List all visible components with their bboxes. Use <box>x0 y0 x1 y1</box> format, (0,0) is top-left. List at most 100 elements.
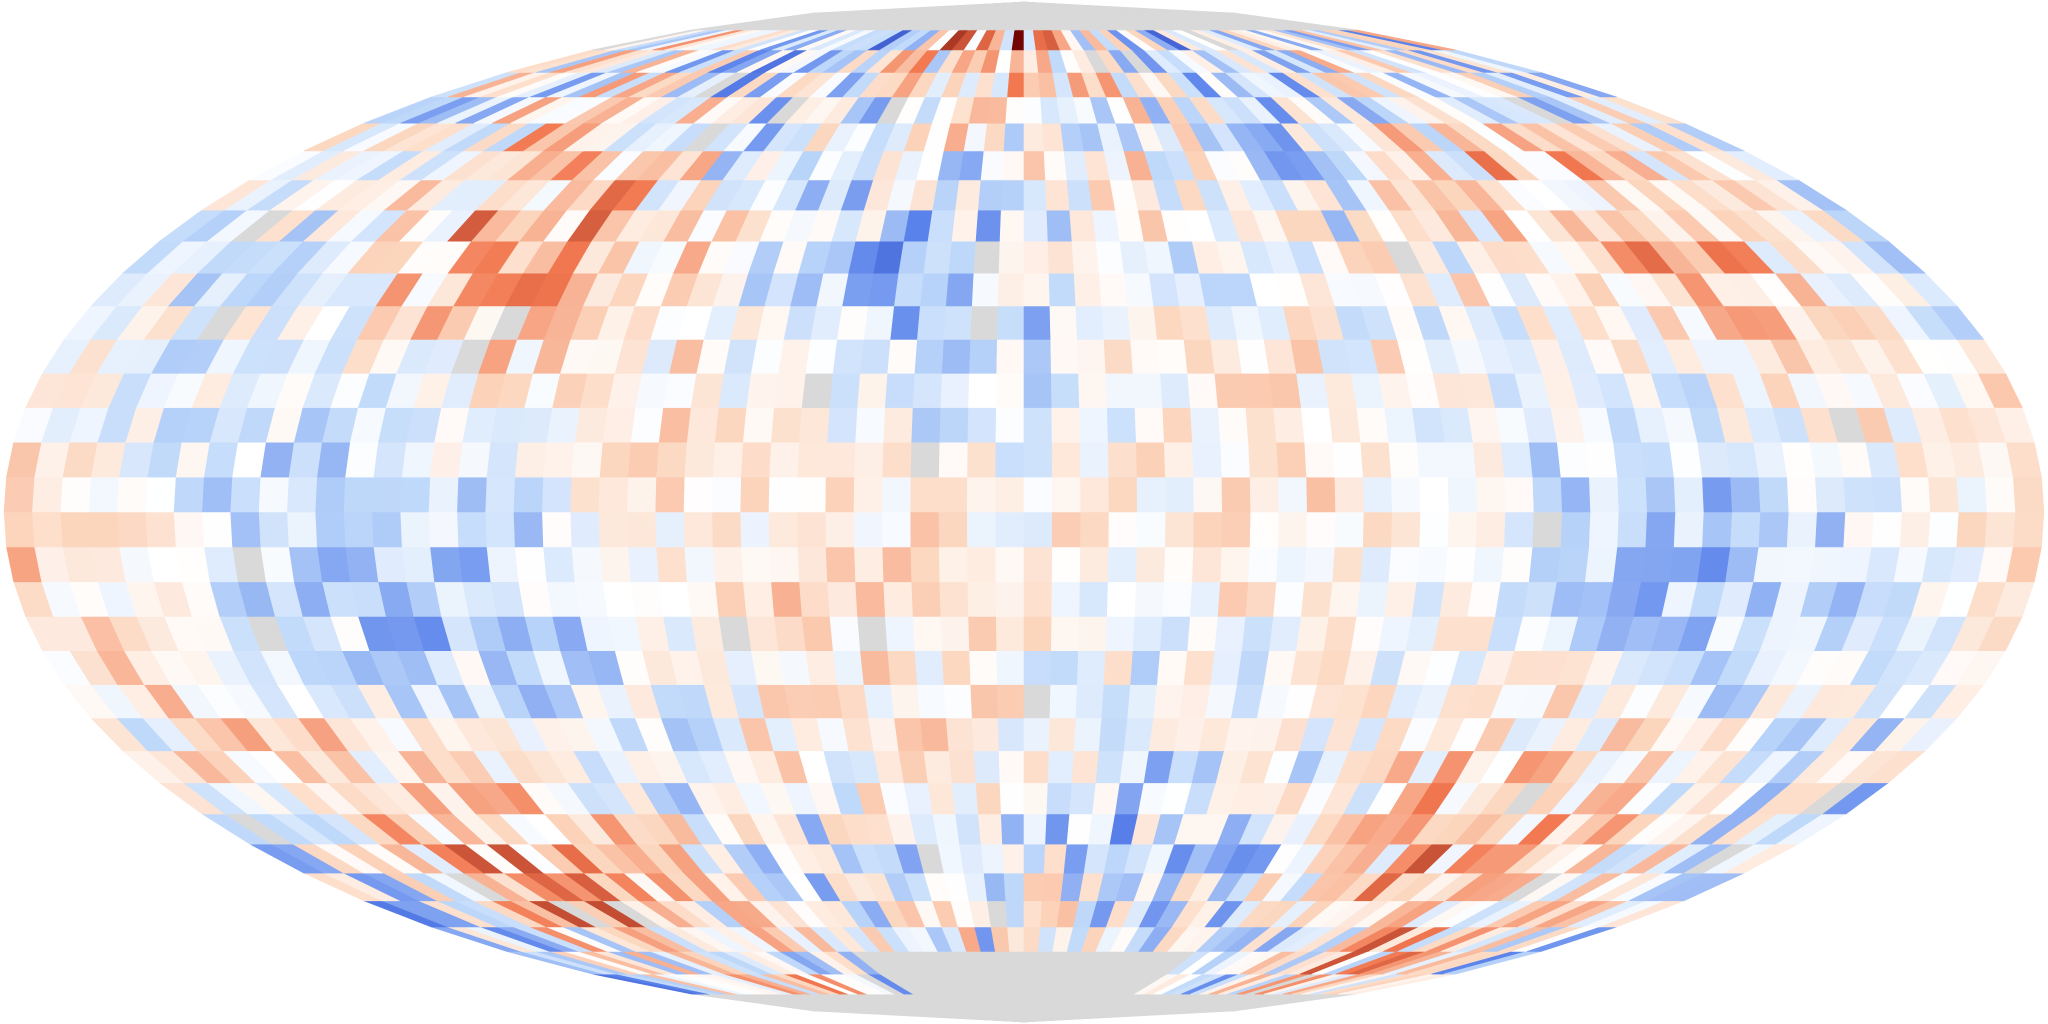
grid-cell <box>778 339 812 374</box>
grid-cell <box>1135 546 1166 583</box>
grid-cell <box>1136 511 1167 548</box>
grid-cell <box>1725 546 1760 583</box>
grid-cell <box>927 209 956 242</box>
grid-cell <box>945 272 975 307</box>
grid-cell <box>995 476 1025 513</box>
grid-cell <box>1391 511 1421 548</box>
grid-cell <box>485 476 516 513</box>
grid-cell <box>457 511 488 548</box>
grid-cell <box>1391 476 1421 513</box>
grid-cell <box>1023 240 1050 274</box>
grid-cell <box>1560 476 1591 513</box>
grid-cell <box>1241 373 1274 408</box>
grid-cell <box>1009 951 1025 975</box>
grid-cell <box>927 782 956 815</box>
grid-cell <box>854 441 885 478</box>
grid-cell <box>1725 441 1760 478</box>
grid-cell <box>1023 581 1053 617</box>
grid-cell <box>202 476 233 513</box>
grid-cell <box>1444 441 1477 478</box>
grid-cell <box>1190 581 1221 617</box>
grid-cell <box>1248 441 1279 478</box>
grid-cell <box>1588 476 1620 513</box>
grid-cell <box>1164 476 1195 513</box>
grid-cell <box>1475 476 1506 513</box>
grid-cell <box>1273 407 1306 443</box>
grid-cell <box>1023 717 1051 752</box>
grid-cell <box>1641 441 1675 478</box>
grid-cell <box>430 441 464 478</box>
grid-cell <box>1273 581 1306 617</box>
grid-cell <box>1075 305 1105 340</box>
grid-cell <box>975 209 1002 242</box>
grid-cell <box>1332 441 1364 478</box>
grid-cell <box>1190 407 1221 443</box>
grid-cell <box>1362 511 1393 548</box>
grid-cell <box>1528 546 1562 583</box>
grid-cell <box>746 616 779 651</box>
grid-cell <box>343 476 375 513</box>
grid-cell <box>1156 650 1188 685</box>
grid-cell <box>1278 511 1308 548</box>
grid-cell <box>287 511 318 548</box>
grid-cell <box>801 373 834 408</box>
grid-cell <box>996 339 1025 374</box>
grid-cell <box>1183 339 1216 374</box>
grid-cell <box>598 511 629 548</box>
grid-cell <box>1130 650 1161 685</box>
grid-cell <box>1356 581 1390 617</box>
grid-cell <box>805 339 838 374</box>
grid-cell <box>513 476 544 513</box>
grid-cell <box>1107 441 1138 478</box>
grid-cell <box>1673 476 1705 513</box>
grid-cell <box>911 407 942 443</box>
grid-cell <box>1220 441 1251 478</box>
grid-cell <box>1843 476 1875 513</box>
grid-cell <box>887 650 918 685</box>
grid-cell <box>977 179 1003 211</box>
grid-cell <box>975 782 1002 815</box>
grid-cell <box>88 511 120 548</box>
grid-cell <box>714 581 748 617</box>
grid-cell <box>995 407 1025 443</box>
grid-cell <box>546 407 581 443</box>
grid-cell <box>145 511 177 548</box>
grid-cell <box>1048 272 1077 307</box>
grid-cell <box>986 96 1008 124</box>
grid-cell <box>1956 511 1988 548</box>
grid-cell <box>1050 339 1079 374</box>
grid-cell <box>1045 813 1071 845</box>
grid-cell <box>1248 546 1279 583</box>
grid-cell <box>1130 339 1161 374</box>
grid-cell <box>1249 511 1280 548</box>
grid-cell <box>458 546 492 583</box>
grid-cell <box>1023 441 1053 478</box>
grid-cell <box>998 750 1025 784</box>
grid-cell <box>1005 900 1025 928</box>
grid-cell <box>983 872 1007 902</box>
grid-cell <box>1360 546 1392 583</box>
grid-cell <box>986 900 1008 928</box>
grid-cell <box>898 750 929 784</box>
grid-cell <box>686 407 720 443</box>
grid-cell <box>570 476 601 513</box>
grid-cell <box>1504 476 1535 513</box>
grid-cell <box>796 511 827 548</box>
grid-cell <box>995 511 1025 548</box>
grid-cell <box>1023 546 1053 583</box>
grid-cell <box>977 813 1003 845</box>
grid-cell <box>1078 616 1108 651</box>
grid-cell <box>1588 511 1620 548</box>
grid-cell <box>1105 373 1136 408</box>
grid-cell <box>60 511 92 548</box>
grid-cell <box>1419 476 1450 513</box>
grid-cell <box>801 616 834 651</box>
grid-cell <box>1101 305 1131 340</box>
grid-cell <box>938 511 968 548</box>
grid-cell <box>894 717 925 752</box>
grid-cell <box>1098 272 1129 307</box>
grid-cell <box>1023 179 1048 211</box>
grid-cell <box>712 546 744 583</box>
grid-cell <box>3 511 36 548</box>
